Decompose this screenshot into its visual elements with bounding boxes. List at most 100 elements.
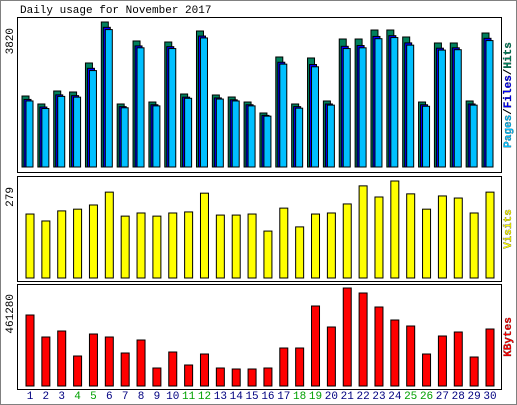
legend: Visits [503,209,515,249]
bar [168,351,178,387]
bar [152,105,161,168]
bar [136,47,145,168]
bar [231,368,241,387]
bar [453,197,463,279]
x-tick-label: 3 [58,391,65,403]
bar [311,66,320,168]
bar [390,180,400,279]
bar [485,328,495,387]
x-tick-label: 25 [404,391,417,403]
legend-entry: Pages [503,115,515,148]
bar [41,336,51,387]
x-tick-label: 8 [138,391,145,403]
bar [358,292,368,387]
x-tick-label: 10 [166,391,179,403]
bar [263,115,272,168]
bar [311,305,321,387]
bar [184,364,194,387]
bar [73,208,83,279]
chart-title: Daily usage for November 2017 [20,5,211,17]
bar [453,331,463,387]
x-tick-label: 7 [122,391,129,403]
bar [88,204,98,279]
bar [247,368,257,387]
bar [279,347,289,387]
bar [326,326,336,387]
y-tick-label: 279 [5,187,17,207]
x-tick-label: 20 [325,391,338,403]
bar [406,193,416,279]
bar [358,185,368,279]
bar [199,353,209,387]
legend-entry: KBytes [503,317,515,357]
bar [152,215,162,279]
bar [406,325,416,387]
bar [152,367,162,387]
x-tick-label: 27 [436,391,449,403]
x-tick-label: 5 [90,391,97,403]
bar [374,196,384,279]
legend: KBytes [503,317,515,357]
bar [215,367,225,387]
bar [41,220,51,279]
bar [263,367,273,387]
x-tick-label: 12 [198,391,211,403]
x-tick-label: 14 [230,391,244,403]
bar [437,195,447,279]
x-tick-label: 24 [388,391,402,403]
bar [120,215,130,279]
bar [104,336,114,387]
bar [73,96,82,168]
legend-entry: Hits [503,42,515,68]
legend-entry: Visits [503,209,515,249]
x-tick-label: 21 [341,391,355,403]
bar [120,352,130,387]
bar [469,356,479,387]
x-tick-label: 19 [309,391,322,403]
x-tick-label: 2 [43,391,50,403]
bar [231,100,240,168]
bar [295,226,305,279]
bar [295,347,305,387]
bar [25,314,35,387]
bar [231,214,241,279]
bar [406,44,415,168]
bar [215,214,225,279]
bar [184,97,193,168]
bar [88,70,97,168]
bar [184,211,194,279]
bar [422,353,432,387]
bar [485,40,494,168]
bar [25,213,35,279]
x-tick-label: 26 [420,391,433,403]
bar [215,98,224,168]
bar [311,213,321,279]
bar [326,104,335,168]
x-tick-label: 16 [261,391,274,403]
bar [342,203,352,279]
bar [199,37,208,168]
bar [422,208,432,279]
bar [453,49,462,168]
y-tick-label: 3820 [5,28,17,54]
bar [73,355,83,387]
legend: Pages/Files/Hits [503,42,515,148]
legend-separator: / [503,68,515,75]
x-tick-label: 4 [74,391,81,403]
bar [358,47,367,168]
bar [25,100,34,168]
bar [279,207,289,279]
x-tick-label: 17 [277,391,290,403]
bar [437,335,447,387]
x-tick-label: 30 [483,391,496,403]
bar [263,230,273,279]
x-tick-label: 22 [357,391,370,403]
y-tick-label: 461280 [5,294,17,334]
bar [390,319,400,387]
bar [57,330,67,387]
bar [279,63,288,168]
x-tick-label: 1 [27,391,34,403]
x-tick-label: 18 [293,391,306,403]
bar [437,49,446,168]
x-tick-label: 11 [182,391,196,403]
